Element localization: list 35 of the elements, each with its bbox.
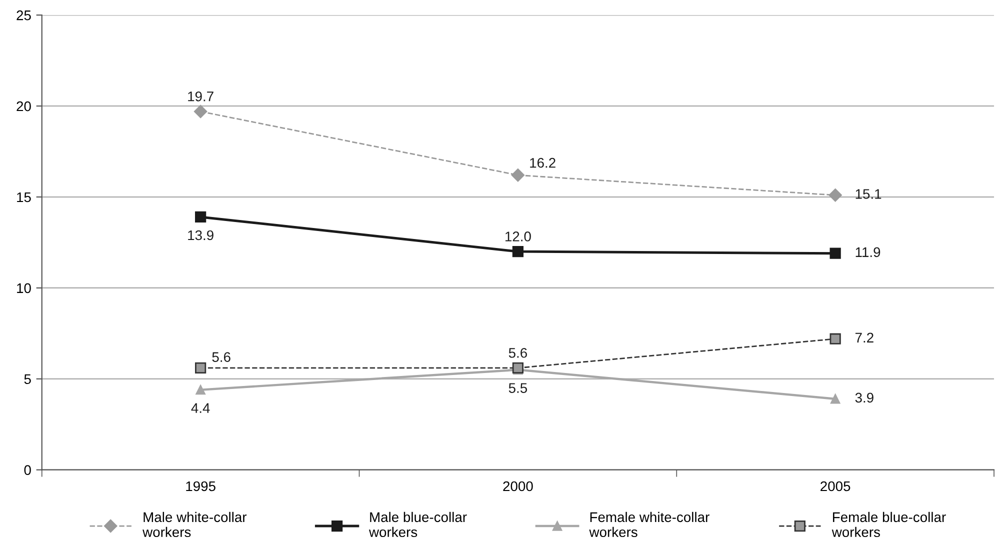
y-tick-label: 25 — [16, 10, 31, 20]
data-label: 12.0 — [505, 232, 531, 242]
x-tick-label: 2005 — [820, 481, 850, 492]
legend-label: Male blue-collar workers — [368, 512, 467, 538]
x-tick-label: 1995 — [186, 481, 216, 492]
legend-label: Female white-collar workers — [589, 512, 710, 538]
point — [511, 168, 525, 182]
data-label: 13.9 — [188, 230, 214, 240]
y-tick-label: 10 — [17, 283, 31, 294]
data-label: 11.9 — [856, 247, 880, 258]
data-label: 7.2 — [855, 332, 874, 342]
legend-label: Female blue-collar workers — [832, 512, 946, 538]
data-label: 5.5 — [508, 383, 528, 393]
y-tick-label: 5 — [24, 374, 31, 384]
point — [512, 246, 524, 258]
y-tick-label: 15 — [17, 192, 31, 202]
point — [830, 333, 841, 344]
y-tick-label: 0 — [24, 465, 31, 476]
data-label: 5.6 — [508, 348, 527, 358]
x-tick-label: 2000 — [503, 481, 533, 492]
point — [195, 211, 206, 223]
data-label: 15.1 — [856, 189, 882, 199]
point — [195, 362, 206, 374]
data-label: 19.7 — [188, 91, 214, 102]
point — [196, 384, 206, 395]
point — [194, 104, 208, 118]
point — [830, 248, 841, 259]
legend-label: Male white-collar workers — [142, 512, 247, 538]
y-tick-label: 20 — [16, 101, 31, 112]
data-label: 4.4 — [191, 403, 210, 413]
data-label: 5.6 — [212, 352, 230, 362]
point — [830, 394, 840, 404]
data-label: 16.2 — [530, 158, 556, 168]
data-label: 3.9 — [855, 392, 874, 403]
point — [828, 188, 842, 202]
